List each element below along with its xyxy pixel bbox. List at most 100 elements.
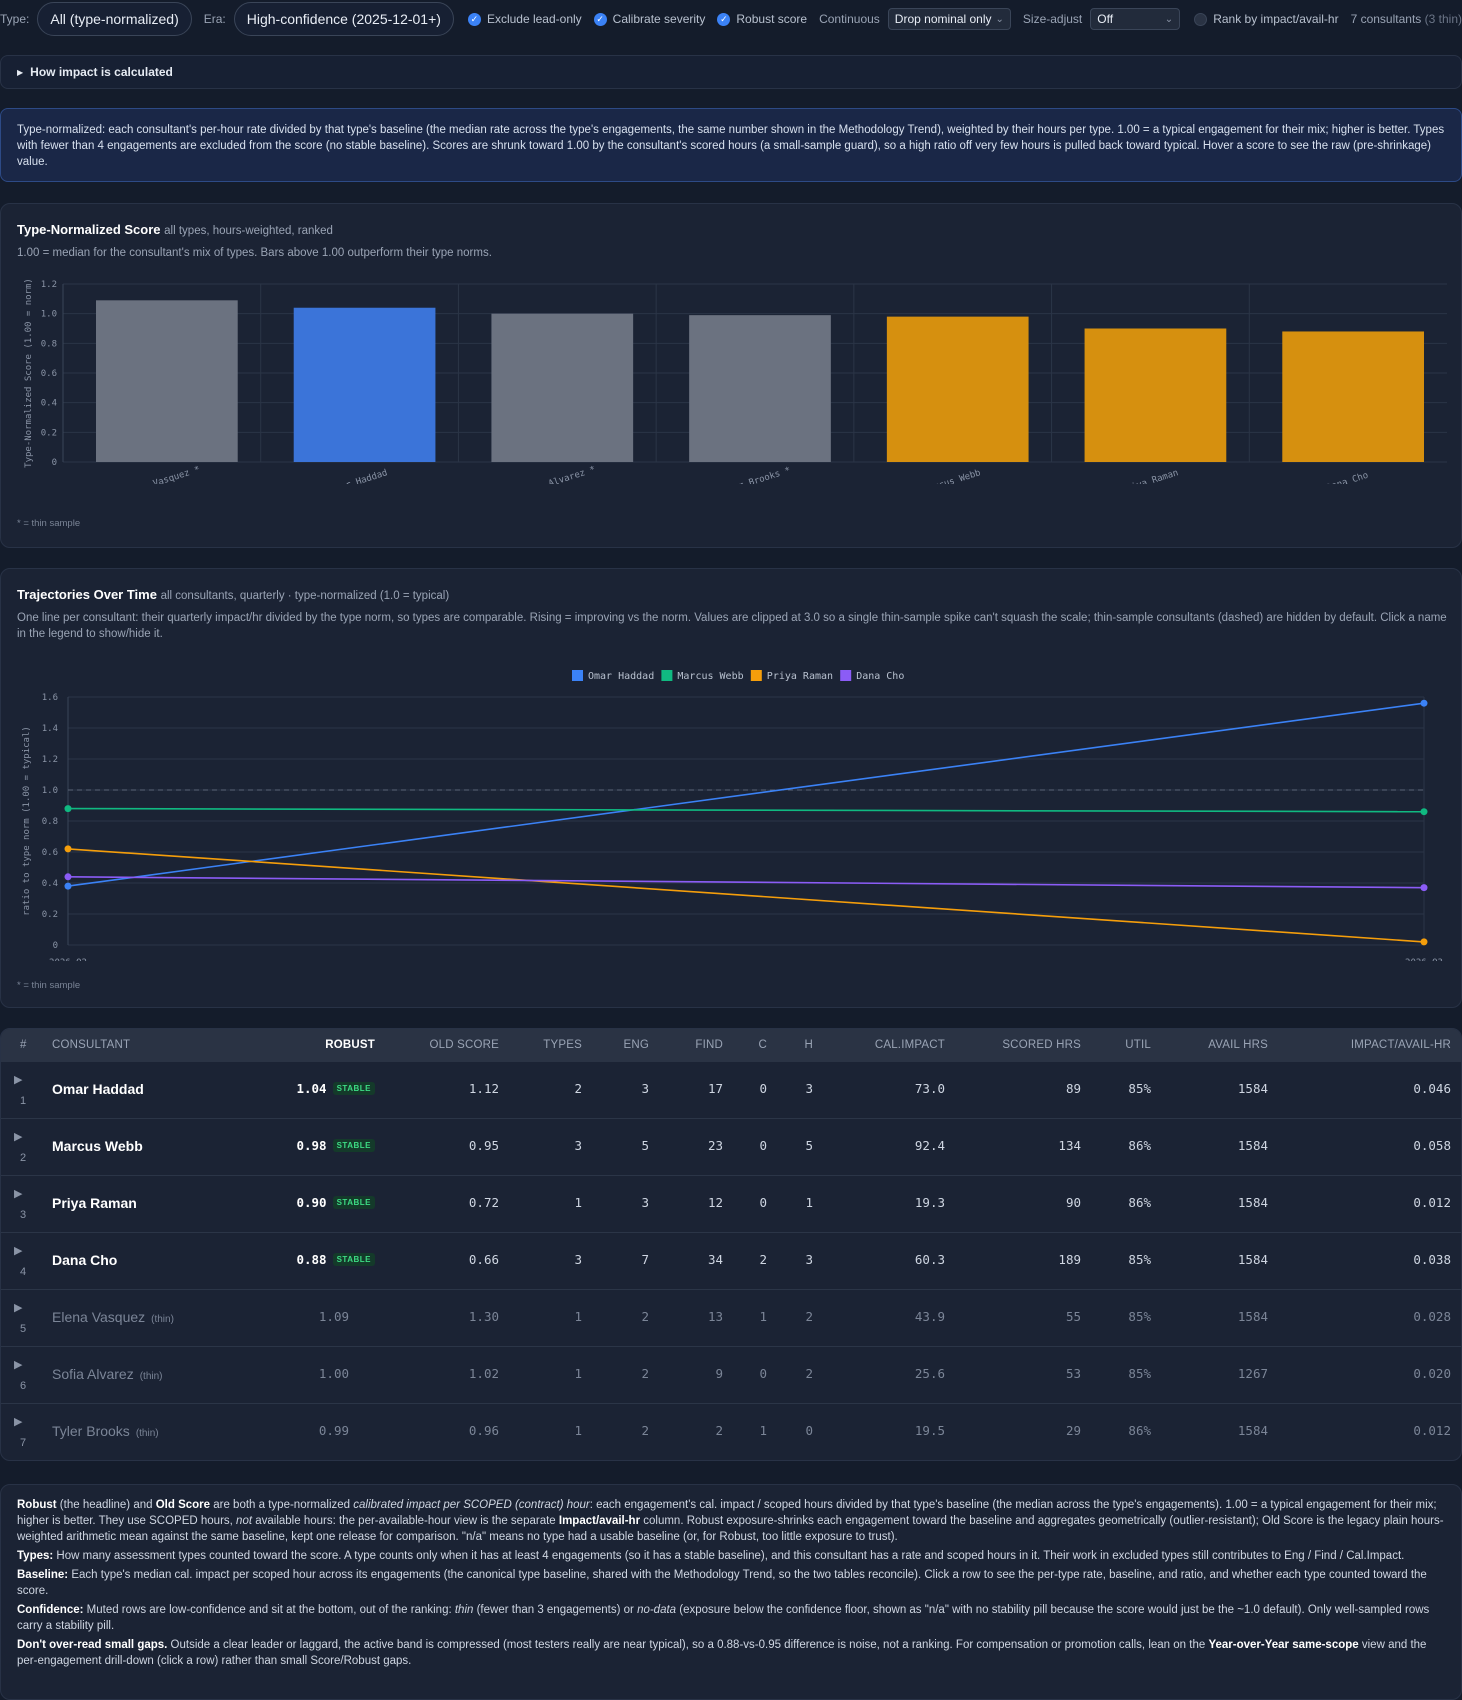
expand-row-icon[interactable]: ▶ [14,1188,23,1200]
stable-badge: STABLE [332,1196,375,1209]
bar [1282,331,1424,462]
expand-row-icon[interactable]: ▶ [14,1302,23,1314]
header-util[interactable]: UTIL [1125,1039,1151,1051]
table-row[interactable]: ▶ 7 Tyler Brooks (thin) 0.99 0.96 1 2 2 1 0 19.5 29 8… [1,1404,1461,1460]
check-icon: ✓ [593,12,607,26]
header-h[interactable]: H [804,1039,813,1051]
y-tick-label: 1.2 [42,755,58,765]
cell-impact-avail-hr: 0.020 [1413,1366,1451,1381]
consultant-name: Priya Raman [52,1195,137,1211]
robust-score: 1.09 [318,1309,349,1324]
continuous-select[interactable]: Drop nominal only ⌄ [887,8,1011,30]
table-row[interactable]: ▶ 6 Sofia Alvarez (thin) 1.00 1.02 1 2 9 0 2 25.6 53… [1,1347,1461,1404]
legend-item[interactable]: Omar Haddad [572,670,654,682]
header-old-score[interactable]: OLD SCORE [429,1039,499,1051]
filter-toolbar: Type: All (type-normalized) Era: High-co… [0,0,1462,38]
expand-row-icon[interactable]: ▶ [14,1074,23,1086]
how-impact-calculated-toggle[interactable]: ▶ How impact is calculated [0,55,1462,89]
cell-avail-hrs: 1584 [1237,1081,1268,1096]
header-impact-avail-hr[interactable]: IMPACT/AVAIL-HR [1350,1039,1451,1051]
note-baseline: Baseline: Each type's median cal. impact… [17,1569,1427,1597]
y-tick-label: 0.8 [42,817,58,827]
thin-count: (3 thin) [1424,12,1462,26]
cell-eng: 2 [641,1423,649,1438]
trajectory-panel-footnote: * = thin sample [17,980,81,991]
cell-cal-impact: 92.4 [914,1138,945,1153]
rank-by-toggle[interactable]: Rank by impact/avail-hr [1194,12,1339,26]
type-select[interactable]: All (type-normalized) [37,2,192,36]
cell-c: 0 [759,1195,767,1210]
cell-avail-hrs: 1267 [1237,1366,1268,1381]
header-avail-hrs[interactable]: AVAIL HRS [1208,1039,1268,1051]
header-cal-impact[interactable]: CAL.IMPACT [874,1039,945,1051]
header-c[interactable]: C [758,1039,767,1051]
cell-avail-hrs: 1584 [1237,1252,1268,1267]
cell-util: 85% [1128,1366,1151,1381]
x-tick-label: 2026-Q2 [49,958,87,961]
y-axis-label: ratio to type norm (1.00 = typical) [22,726,32,916]
y-tick-label: 0.6 [42,848,58,858]
cell-find: 34 [707,1252,723,1267]
header-types[interactable]: TYPES [543,1039,582,1051]
header-eng[interactable]: ENG [623,1039,649,1051]
y-tick-label: 0.4 [42,879,58,889]
exclude-lead-only-checkbox[interactable]: ✓ Exclude lead-only [467,12,582,26]
expand-row-icon[interactable]: ▶ [14,1245,23,1257]
y-tick-label: 0 [52,458,57,468]
table-row[interactable]: ▶ 3 Priya Raman 0.90 STABLE 0.72 1 3 12 0 1 19.3 90 8… [1,1176,1461,1233]
cell-types: 3 [574,1252,582,1267]
header-robust[interactable]: ROBUST [325,1039,375,1051]
cell-impact-avail-hr: 0.038 [1413,1252,1451,1267]
cell-h: 5 [805,1138,813,1153]
data-point [1420,808,1428,816]
cell-types: 1 [574,1309,582,1324]
header-consultant[interactable]: CONSULTANT [52,1039,131,1051]
bar [96,300,238,462]
y-tick-label: 1.4 [42,724,58,734]
row-rank: 5 [20,1323,27,1335]
era-select[interactable]: High-confidence (2025-12-01+) [233,2,454,36]
chevron-down-icon: ⌄ [1164,13,1174,25]
legend-swatch [661,670,673,681]
cell-impact-avail-hr: 0.028 [1413,1309,1451,1324]
table-row[interactable]: ▶ 4 Dana Cho 0.88 STABLE 0.66 3 7 34 2 3 60.3 189 85%… [1,1233,1461,1290]
y-tick-label: 0.4 [41,399,57,409]
legend-label: Priya Raman [767,671,833,682]
note-types: Types: How many assessment types counted… [17,1550,1405,1562]
expand-row-icon[interactable]: ▶ [14,1416,23,1428]
header-scored-hrs[interactable]: SCORED HRS [1002,1039,1081,1051]
consultant-table: # CONSULTANT ROBUST OLD SCORE TYPES ENG … [0,1028,1462,1461]
calibrate-severity-checkbox[interactable]: ✓ Calibrate severity [593,12,705,26]
chevron-down-icon: ⌄ [995,13,1004,25]
legend-item[interactable]: Dana Cho [840,670,904,682]
cell-types: 3 [574,1138,582,1153]
table-row[interactable]: ▶ 5 Elena Vasquez (thin) 1.09 1.30 1 2 13 1 2 43.9 5… [1,1290,1461,1347]
data-point [64,805,72,813]
cell-old-score: 0.66 [468,1252,499,1267]
expand-row-icon[interactable]: ▶ [14,1359,23,1371]
header-find[interactable]: FIND [695,1039,723,1051]
cell-c: 2 [759,1252,767,1267]
robust-score-checkbox[interactable]: ✓ Robust score [717,12,807,26]
legend-item[interactable]: Marcus Webb [661,670,744,682]
table-row[interactable]: ▶ 1 Omar Haddad 1.04 STABLE 1.12 2 3 17 0 3 73.0 89 8… [1,1062,1461,1119]
data-point [64,845,72,853]
y-tick-label: 0.2 [41,428,57,438]
y-tick-label: 1.0 [41,310,57,320]
size-adjust-label: Size-adjust [1022,12,1083,26]
size-adjust-select[interactable]: Off ⌄ [1090,8,1181,30]
cell-eng: 5 [641,1138,649,1153]
cell-util: 86% [1128,1195,1151,1210]
cell-c: 0 [759,1138,767,1153]
cell-util: 86% [1128,1138,1151,1153]
header-rank[interactable]: # [20,1039,27,1051]
row-rank: 4 [20,1266,27,1278]
table-row[interactable]: ▶ 2 Marcus Webb 0.98 STABLE 0.95 3 5 23 0 5 92.4 134… [1,1119,1461,1176]
expand-row-icon[interactable]: ▶ [14,1131,23,1143]
trajectory-panel-title: Trajectories Over Time all consultants, … [17,587,450,602]
legend-item[interactable]: Priya Raman [750,670,833,682]
x-tick-label: Elena Vasquez * [121,465,201,484]
cell-old-score: 1.12 [468,1081,499,1096]
note-small-gaps: Don't over-read small gaps. Outside a cl… [17,1639,1427,1667]
score-panel-subtitle: all types, hours-weighted, ranked [164,225,333,237]
